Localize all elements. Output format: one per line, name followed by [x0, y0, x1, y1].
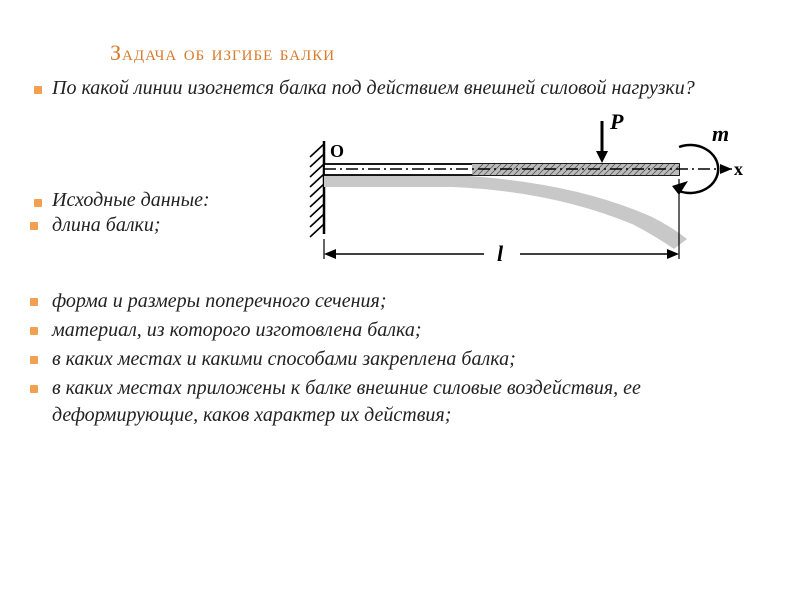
question-wrapper: По какой линии изогнется балка под дейст… [30, 76, 770, 101]
label-x: x [734, 159, 743, 179]
beam-svg: O P m x l [272, 109, 752, 279]
label-l: l [497, 241, 504, 266]
label-m: m [712, 121, 729, 146]
force-P-icon: P [596, 109, 624, 163]
section-label: Исходные данные: [30, 189, 260, 212]
deflected-beam-icon [324, 174, 687, 249]
list-item-3: материал, из которого изготовлена балка; [30, 317, 770, 344]
list-item-5: в каких местах приложены к балке внешние… [30, 375, 770, 429]
list-item-4: в каких местах и какими способами закреп… [30, 346, 770, 373]
moment-m-icon: m [672, 121, 729, 195]
label-P: P [609, 109, 624, 134]
question-text: По какой линии изогнется балка под дейст… [52, 76, 770, 101]
slide-title: Задача об изгибе балки [110, 40, 770, 66]
diagram-row: Исходные данные: длина балки; [30, 109, 770, 284]
left-labels-column: Исходные данные: длина балки; [30, 109, 260, 241]
list-item-2: форма и размеры поперечного сечения; [30, 288, 770, 315]
x-arrowhead-icon [720, 164, 732, 174]
beam-diagram: O P m x l [272, 109, 770, 284]
list-item-1: длина балки; [30, 212, 260, 239]
label-O: O [330, 141, 344, 161]
dimension-l-icon: l [324, 179, 679, 266]
list-container: форма и размеры поперечного сечения; мат… [30, 288, 770, 429]
fixed-support-icon [310, 141, 324, 237]
